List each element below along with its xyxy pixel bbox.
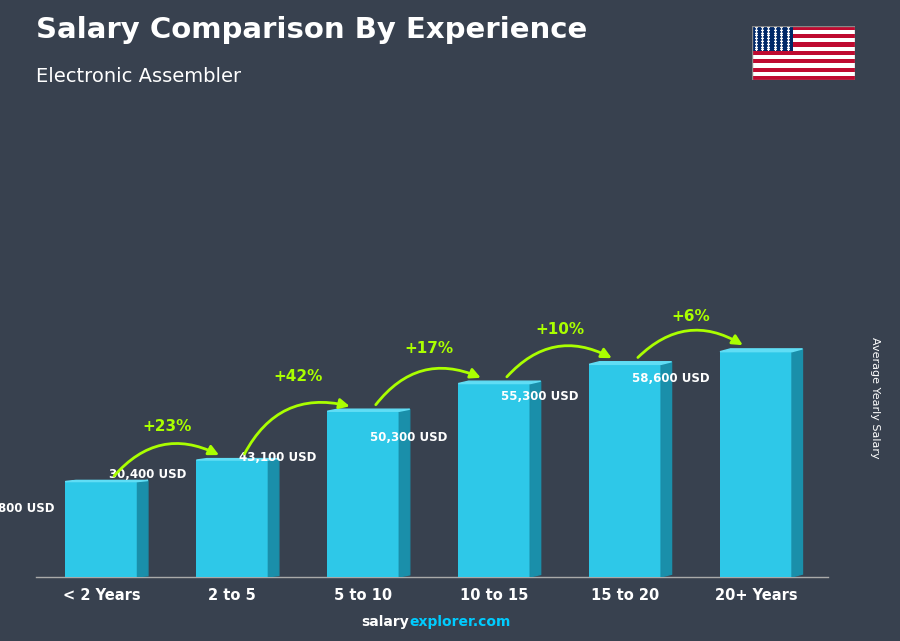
Text: Salary Comparison By Experience: Salary Comparison By Experience — [36, 16, 587, 44]
Bar — [458, 383, 530, 577]
Bar — [752, 42, 855, 47]
Bar — [752, 26, 793, 51]
Polygon shape — [530, 381, 541, 577]
Bar — [590, 364, 662, 577]
Text: +10%: +10% — [536, 322, 584, 337]
Text: Electronic Assembler: Electronic Assembler — [36, 67, 241, 87]
Bar — [752, 55, 855, 59]
Polygon shape — [328, 409, 410, 412]
Text: explorer.com: explorer.com — [410, 615, 511, 629]
Bar — [752, 76, 855, 80]
Polygon shape — [792, 349, 803, 577]
Text: +6%: +6% — [671, 309, 710, 324]
Bar — [752, 72, 855, 76]
Bar — [752, 26, 855, 30]
Bar — [752, 47, 855, 51]
Text: Average Yearly Salary: Average Yearly Salary — [869, 337, 880, 458]
Text: 43,100 USD: 43,100 USD — [239, 451, 317, 464]
Bar — [752, 38, 855, 42]
Polygon shape — [138, 480, 148, 577]
Polygon shape — [196, 458, 279, 460]
Bar — [752, 63, 855, 67]
Polygon shape — [458, 381, 541, 383]
Bar — [752, 30, 855, 34]
Text: +23%: +23% — [142, 419, 192, 434]
Polygon shape — [662, 362, 671, 577]
Text: 24,800 USD: 24,800 USD — [0, 502, 55, 515]
Text: +17%: +17% — [404, 342, 454, 356]
Polygon shape — [590, 362, 671, 364]
Text: 55,300 USD: 55,300 USD — [501, 390, 579, 403]
Polygon shape — [66, 480, 148, 481]
Bar — [752, 34, 855, 38]
Bar — [196, 460, 268, 577]
Polygon shape — [268, 458, 279, 577]
Text: 30,400 USD: 30,400 USD — [109, 467, 186, 481]
Polygon shape — [720, 349, 803, 352]
Bar — [720, 352, 792, 577]
Bar — [752, 51, 855, 55]
Bar — [752, 67, 855, 72]
Bar — [752, 59, 855, 63]
Text: +42%: +42% — [273, 369, 322, 385]
Text: 50,300 USD: 50,300 USD — [370, 431, 447, 444]
Polygon shape — [400, 409, 410, 577]
Bar — [328, 412, 400, 577]
Text: salary: salary — [362, 615, 410, 629]
Text: 58,600 USD: 58,600 USD — [632, 372, 709, 385]
Bar — [66, 481, 138, 577]
